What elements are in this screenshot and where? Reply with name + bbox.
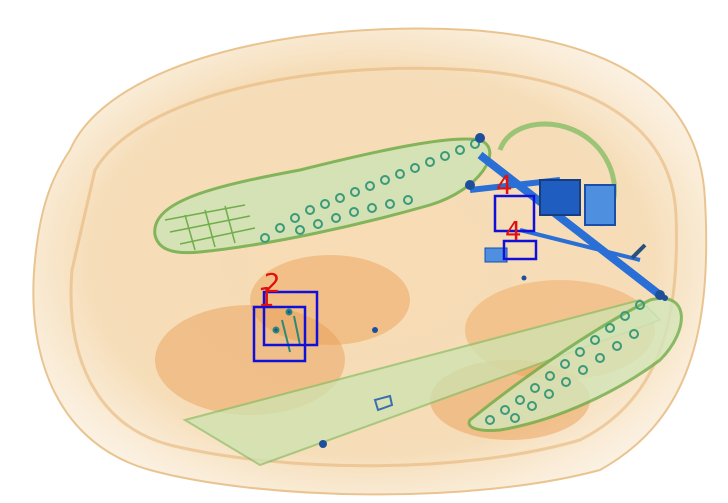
detection-label: 2 [264, 269, 281, 299]
detection-box-1: 1 [252, 283, 307, 363]
metal-parts [319, 133, 668, 448]
detection-box-4b: 4 [502, 217, 538, 261]
detection-label: 4 [505, 217, 522, 247]
metal-frame [469, 151, 663, 299]
small-ring [373, 394, 394, 412]
shoe-sole-grid [164, 204, 256, 251]
small-wire-item [272, 308, 301, 353]
detection-box-4a: 4 [493, 171, 536, 233]
detection-box-2: 2 [262, 269, 319, 347]
detection-label: 1 [258, 283, 275, 313]
hook-shape [630, 243, 647, 260]
detection-label: 4 [496, 171, 513, 201]
zipper-upper [260, 139, 480, 243]
zipper-lower [485, 300, 645, 425]
organic-mass [250, 255, 410, 345]
